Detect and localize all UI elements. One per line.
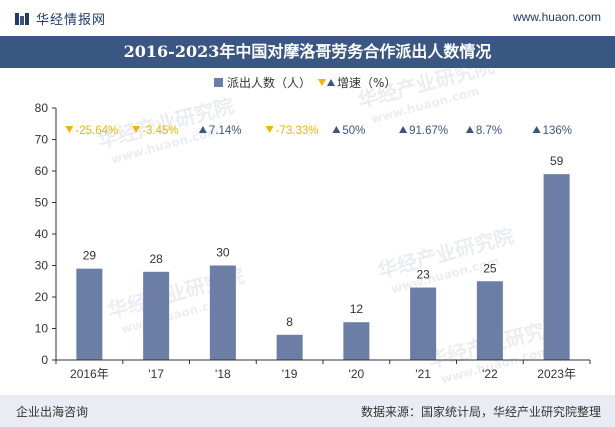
legend-bar-swatch (214, 78, 223, 87)
bar (76, 268, 103, 360)
bar (209, 265, 236, 360)
x-tick-label: '19 (282, 367, 298, 381)
bar-value-label: 29 (83, 249, 97, 263)
bar-value-label: 30 (216, 246, 230, 260)
growth-up-triangle-icon (198, 126, 207, 133)
bar-value-label: 8 (286, 315, 293, 329)
y-tick-label: 80 (35, 101, 49, 115)
x-tick-label: '20 (349, 367, 365, 381)
footer-left-text: 企业出海咨询 (16, 405, 89, 419)
y-tick-label: 30 (35, 259, 49, 273)
bar-value-label: 12 (350, 302, 364, 316)
growth-down-triangle-icon (132, 126, 141, 133)
y-tick-label: 0 (41, 353, 48, 367)
y-tick-label: 70 (35, 133, 49, 147)
y-tick-label: 10 (35, 322, 49, 336)
bar (343, 322, 370, 360)
x-axis: 2016年 '17 '18 '19 '20 '21 '22 2023年 (55, 359, 591, 381)
x-tick-label: '18 (215, 367, 231, 381)
growth-up-triangle-icon (532, 126, 541, 133)
bar (276, 334, 303, 360)
growth-label: -3.45% (142, 125, 178, 137)
logo: 华经情报网 (14, 9, 106, 28)
bar (143, 271, 170, 360)
footer: 企业出海咨询 数据来源：国家统计局，华经产业研究院整理 (0, 395, 615, 427)
legend-down-triangle-icon (318, 79, 326, 86)
y-tick-label: 20 (35, 290, 49, 304)
x-tick-label: '17 (148, 367, 164, 381)
growth-up-triangle-icon (465, 126, 474, 133)
growth-label: 91.67% (409, 125, 448, 137)
growth-label: 50% (342, 125, 365, 137)
growth-up-triangle-icon (399, 126, 408, 133)
logo-text: 华经情报网 (36, 13, 107, 28)
bar (543, 174, 570, 360)
top-bar: 华经情报网 www.huaon.com (0, 0, 615, 36)
y-tick-label: 60 (35, 164, 49, 178)
x-tick-label: 2023年 (537, 367, 576, 381)
y-tick-label: 40 (35, 227, 49, 241)
growth-up-triangle-icon (332, 126, 341, 133)
bar (476, 281, 503, 360)
bar-value-label: 23 (416, 268, 430, 282)
growth-down-triangle-icon (65, 126, 74, 133)
bar-value-label: 25 (483, 261, 497, 275)
growth-label: 8.7% (476, 125, 502, 137)
legend-up-triangle-icon (327, 79, 335, 86)
bar-chart: 华经产业研究院www.huaon.com华经产业研究院www.huaon.com… (35, 68, 591, 386)
bar-value-label: 59 (550, 154, 564, 168)
x-tick-label: '21 (415, 367, 431, 381)
legend-growth-label: 增速（%） (337, 76, 396, 90)
legend-bar-label: 派出人数（人） (227, 75, 311, 90)
growth-label: -25.64% (75, 125, 118, 137)
growth-label: -73.33% (276, 125, 319, 137)
growth-label: 136% (543, 125, 572, 137)
growth-labels: -25.64% -3.45% 7.14% -73.33% 50% 91.67% 8.7% 13… (65, 125, 572, 137)
source-note: 数据来源：国家统计局，华经产业研究院整理 (360, 405, 601, 419)
y-tick-label: 50 (35, 196, 49, 210)
logo-icon (15, 12, 29, 25)
bars: 29 28 30 8 12 23 25 59 (76, 154, 570, 360)
y-axis: 0 10 20 30 40 50 60 70 80 (35, 101, 57, 367)
growth-label: 7.14% (209, 125, 242, 137)
bar-value-label: 28 (149, 252, 163, 266)
chart-title: 2016-2023年中国对摩洛哥劳务合作派出人数情况 (0, 36, 615, 68)
growth-down-triangle-icon (265, 126, 274, 133)
legend: 派出人数（人） 增速（%） (214, 75, 396, 90)
x-tick-label: '22 (482, 367, 498, 381)
x-tick-label: 2016年 (70, 367, 109, 381)
site-url: www.huaon.com (512, 10, 601, 24)
bar (410, 287, 437, 360)
